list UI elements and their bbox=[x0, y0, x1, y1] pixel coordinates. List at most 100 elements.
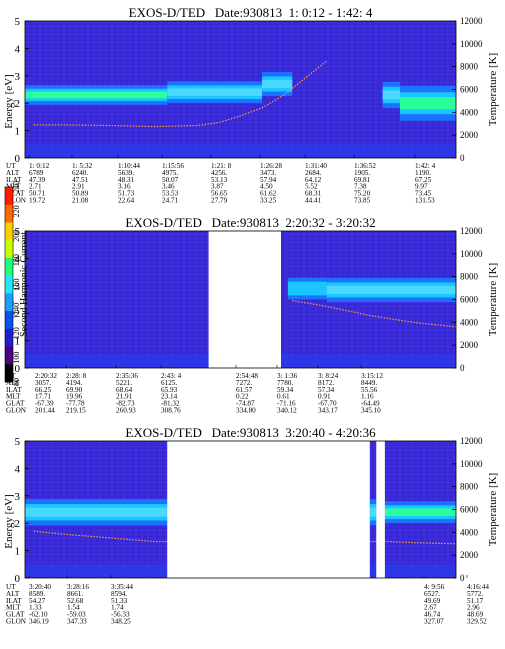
orbit-value: 2:54:48 bbox=[236, 372, 258, 380]
orbit-value: 329.52 bbox=[467, 618, 487, 626]
panel-1: EXOS-D/TED Date:930813 1: 0:12 - 1:42: 4… bbox=[3, 5, 499, 205]
orbit-value: 53.53 bbox=[162, 190, 179, 198]
data-gap-0 bbox=[167, 441, 370, 578]
panel-title: EXOS-D/TED Date:930813 1: 0:12 - 1:42: 4 bbox=[129, 5, 373, 20]
energy-tick-label: 5 bbox=[15, 16, 21, 28]
orbit-value: 1.33 bbox=[29, 604, 42, 612]
temperature-tick-label: 8000 bbox=[460, 62, 479, 72]
orbit-value: 3:35:44 bbox=[111, 583, 133, 591]
orbit-value: 4975. bbox=[162, 169, 178, 177]
orbit-row-label: GLAT bbox=[6, 190, 25, 198]
colorbar-segment bbox=[5, 346, 13, 365]
orbit-value: 61.57 bbox=[236, 386, 253, 394]
energy-tick-label: 3 bbox=[15, 491, 21, 503]
energy-tick-label: 3 bbox=[15, 71, 21, 83]
energy-tick-label: 1 bbox=[15, 546, 21, 558]
orbit-value: 5772. bbox=[467, 590, 483, 598]
orbit-value: 2:28: 8 bbox=[66, 372, 87, 380]
orbit-row-label: UT bbox=[6, 583, 16, 591]
orbit-value: 4: 9:56 bbox=[424, 583, 445, 591]
orbit-value: 3: 8:24 bbox=[318, 372, 339, 380]
orbit-value: 66.25 bbox=[35, 386, 52, 394]
orbit-value: -81.32 bbox=[161, 400, 180, 408]
orbit-value: 3:15:12 bbox=[361, 372, 383, 380]
orbit-row-label: ILAT bbox=[6, 597, 22, 605]
energy-axis-label: Energy [eV] bbox=[3, 74, 15, 128]
orbit-value: 1905. bbox=[354, 169, 370, 177]
colorbar-tick-label: 180 bbox=[12, 254, 21, 266]
orbit-value: 46.74 bbox=[424, 611, 441, 619]
colorbar-segment bbox=[5, 187, 13, 206]
orbit-value: 1:21: 8 bbox=[211, 162, 232, 170]
temperature-tick-label: 2000 bbox=[460, 340, 479, 350]
energy-tick-label: 0 bbox=[15, 363, 21, 375]
temperature-tick-label: 8000 bbox=[460, 482, 479, 492]
orbit-value: -67.39 bbox=[35, 400, 54, 408]
orbit-value: 7272. bbox=[236, 379, 252, 387]
panel-title: EXOS-D/TED Date:930813 2:20:32 - 3:20:32 bbox=[125, 215, 375, 230]
orbit-value: 49.69 bbox=[424, 597, 441, 605]
orbit-value: 2:35:36 bbox=[116, 372, 138, 380]
colorbar-segment bbox=[5, 328, 13, 348]
temperature-axis-label: Temperature [K] bbox=[487, 473, 499, 546]
orbit-value: 1: 5:32 bbox=[72, 162, 93, 170]
orbit-row-label: UT bbox=[6, 162, 16, 170]
orbit-value: 67.25 bbox=[415, 176, 432, 184]
temperature-tick-label: 10000 bbox=[460, 249, 483, 259]
orbit-value: 346.19 bbox=[29, 618, 49, 626]
orbit-value: 0.61 bbox=[277, 393, 290, 401]
orbit-value: 8661. bbox=[67, 590, 83, 598]
temperature-tick-label: 6000 bbox=[460, 85, 479, 95]
orbit-value: 219.15 bbox=[66, 407, 86, 415]
energy-tick-label: 0 bbox=[15, 153, 21, 165]
orbit-value: 8589. bbox=[29, 590, 45, 598]
temperature-tick-label: 12000 bbox=[460, 226, 483, 236]
orbit-value: 2.91 bbox=[72, 183, 85, 191]
orbit-value: 343.17 bbox=[318, 407, 338, 415]
orbit-row-label: ILAT bbox=[6, 386, 22, 394]
orbit-value: 75.20 bbox=[354, 190, 371, 198]
orbit-value: 4:16:44 bbox=[467, 583, 489, 591]
temperature-tick-label: 4000 bbox=[460, 107, 479, 117]
panel-3: EXOS-D/TED Date:930813 3:20:40 - 4:20:36… bbox=[3, 425, 499, 626]
temperature-tick-label: 2000 bbox=[460, 550, 479, 560]
colorbar-segment bbox=[5, 275, 13, 294]
orbit-value: 1:42: 4 bbox=[415, 162, 436, 170]
orbit-value: 19.72 bbox=[29, 197, 46, 205]
orbit-value: 22.64 bbox=[118, 197, 135, 205]
orbit-value: 47.51 bbox=[72, 176, 89, 184]
band-3-core bbox=[382, 90, 400, 100]
orbit-value: 345.10 bbox=[361, 407, 381, 415]
orbit-value: 68.64 bbox=[116, 386, 133, 394]
orbit-value: 2.96 bbox=[467, 604, 480, 612]
energy-axis-label: Energy [eV] bbox=[3, 494, 15, 548]
orbit-value: 8172. bbox=[318, 379, 334, 387]
orbit-value: 2.71 bbox=[29, 183, 42, 191]
energy-tick-label: 5 bbox=[15, 436, 21, 448]
orbit-row-label: ALT bbox=[6, 379, 20, 387]
colorbar-tick-label: 100 bbox=[12, 352, 21, 364]
temperature-trace bbox=[33, 60, 328, 128]
orbit-value: 1190. bbox=[415, 169, 431, 177]
orbit-row-label: MLT bbox=[6, 393, 21, 401]
orbit-value: 21.91 bbox=[116, 393, 133, 401]
orbit-value: 9.97 bbox=[415, 183, 428, 191]
orbit-value: 3473. bbox=[260, 169, 276, 177]
orbit-value: 340.12 bbox=[277, 407, 297, 415]
temperature-tick-label: 10000 bbox=[460, 39, 483, 49]
orbit-value: 47.39 bbox=[29, 176, 46, 184]
orbit-value: 4194. bbox=[66, 379, 82, 387]
orbit-value: 0.91 bbox=[318, 393, 331, 401]
data-gap-1 bbox=[376, 441, 385, 578]
orbit-row-label: GLON bbox=[6, 407, 27, 415]
orbit-value: -71.16 bbox=[277, 400, 296, 408]
energy-tick-label: 5 bbox=[15, 226, 21, 238]
colorbar-tick-label: 200 bbox=[12, 230, 21, 242]
orbit-value: 1: 0:12 bbox=[29, 162, 50, 170]
energy-tick-label: 2 bbox=[15, 518, 21, 530]
orbit-value: 334.80 bbox=[236, 407, 256, 415]
orbit-value: 4256. bbox=[211, 169, 227, 177]
energy-tick-label: 0 bbox=[15, 573, 21, 585]
temperature-tick-label: 0 bbox=[460, 573, 465, 583]
